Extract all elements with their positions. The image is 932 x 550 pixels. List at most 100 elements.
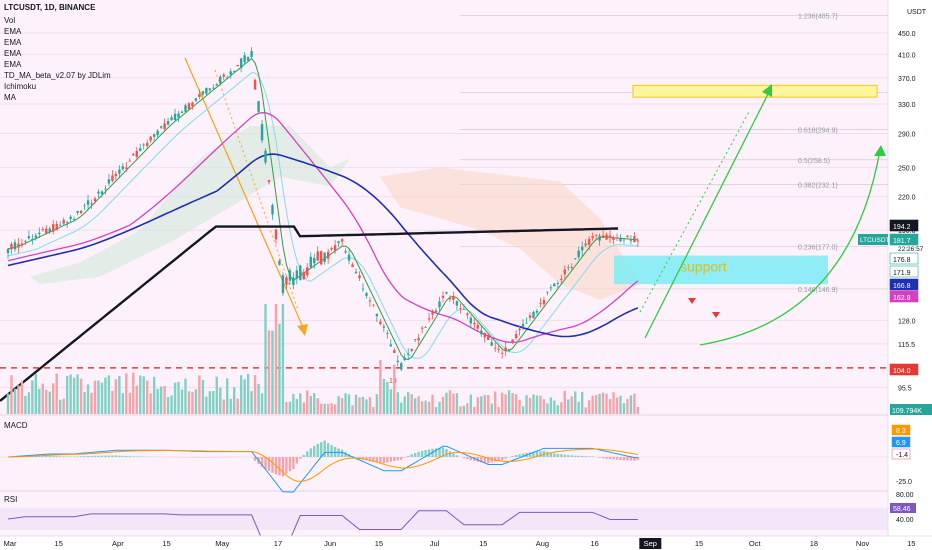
volume-bar bbox=[417, 396, 420, 414]
macd-histogram-bar bbox=[546, 451, 549, 457]
macd-histogram-bar bbox=[375, 457, 379, 463]
candle-body bbox=[31, 238, 34, 241]
volume-bar bbox=[407, 392, 410, 414]
indicator-label[interactable]: Ichimoku bbox=[4, 82, 37, 91]
candle-body bbox=[504, 347, 507, 351]
indicator-label[interactable]: EMA bbox=[4, 27, 22, 36]
volume-bar bbox=[389, 389, 392, 414]
macd-histogram-bar bbox=[605, 457, 608, 459]
macd-histogram-bar bbox=[483, 457, 486, 463]
candle-body bbox=[400, 363, 403, 370]
candle-body bbox=[546, 291, 549, 293]
candle-body bbox=[434, 310, 438, 313]
macd-histogram-bar bbox=[500, 457, 504, 461]
time-axis-tick: Nov bbox=[856, 539, 870, 548]
macd-histogram-bar bbox=[615, 457, 619, 460]
candle-body bbox=[243, 55, 246, 63]
macd-histogram-bar bbox=[330, 445, 333, 457]
candle-body bbox=[563, 269, 566, 275]
macd-histogram-bar bbox=[368, 457, 372, 462]
macd-signal-line bbox=[8, 448, 638, 482]
candle-body bbox=[633, 236, 636, 243]
volume-bar bbox=[38, 388, 41, 414]
macd-histogram-bar bbox=[320, 442, 323, 457]
indicator-label[interactable]: Vol bbox=[4, 16, 16, 25]
candle-body bbox=[570, 267, 573, 268]
ichimoku-cloud-green bbox=[30, 125, 350, 285]
candle-body bbox=[361, 288, 365, 290]
volume-bar bbox=[6, 393, 10, 414]
volume-bar bbox=[382, 378, 386, 414]
macd-histogram-bar bbox=[532, 451, 535, 457]
macd-histogram-bar bbox=[598, 457, 601, 458]
volume-bar bbox=[184, 378, 187, 414]
indicator-label[interactable]: EMA bbox=[4, 49, 22, 58]
indicator-label[interactable]: EMA bbox=[4, 38, 22, 47]
candle-body bbox=[302, 271, 305, 280]
candle-body bbox=[69, 216, 72, 219]
candle-body bbox=[59, 224, 62, 226]
volume-bar bbox=[636, 407, 640, 414]
macd-histogram-bar bbox=[417, 451, 420, 457]
fib-level-label: 0.236(177.0) bbox=[798, 244, 838, 251]
macd-histogram-bar bbox=[132, 456, 135, 457]
candle-body bbox=[253, 79, 257, 90]
candle-body bbox=[260, 124, 264, 141]
volume-bar bbox=[494, 391, 497, 414]
candle-body bbox=[448, 298, 452, 300]
macd-histogram-bar bbox=[372, 457, 375, 462]
macd-histogram-bar bbox=[612, 457, 615, 460]
macd-histogram-bar bbox=[38, 455, 41, 457]
indicator-label[interactable]: EMA bbox=[4, 60, 22, 69]
volume-bar bbox=[149, 393, 152, 414]
candle-body bbox=[389, 344, 392, 347]
time-axis-tick: Apr bbox=[112, 539, 124, 548]
price-badge bbox=[889, 290, 919, 303]
volume-bar bbox=[65, 375, 69, 414]
volume-bar bbox=[476, 397, 479, 414]
macd-histogram-bar bbox=[462, 457, 466, 459]
volume-bar bbox=[386, 381, 389, 414]
candle-body bbox=[104, 188, 107, 190]
volume-bar bbox=[556, 405, 560, 414]
candle-body bbox=[420, 327, 424, 329]
candle-body bbox=[152, 134, 156, 137]
time-axis-tick: 15 bbox=[695, 539, 703, 548]
candle-body bbox=[309, 256, 312, 268]
target-zone bbox=[632, 84, 878, 98]
candle-body bbox=[201, 91, 205, 95]
green-arrow-head-2 bbox=[874, 145, 886, 156]
price-badge bbox=[889, 219, 919, 232]
volume-bar bbox=[299, 393, 302, 414]
volume-bar bbox=[250, 391, 253, 414]
macd-histogram-bar bbox=[41, 455, 44, 457]
candle-body bbox=[17, 243, 20, 248]
volume-bar bbox=[264, 304, 267, 414]
macd-histogram-bar bbox=[494, 457, 497, 462]
candle-body bbox=[497, 348, 500, 350]
ema-line-blue bbox=[7, 153, 639, 338]
volume-bar bbox=[170, 395, 173, 414]
candle-body bbox=[281, 275, 285, 294]
candle-body bbox=[233, 71, 236, 73]
candle-body bbox=[135, 150, 138, 158]
volume-bar bbox=[191, 391, 194, 414]
candle-body bbox=[514, 334, 518, 339]
volume-bar bbox=[514, 394, 518, 414]
candle-body bbox=[619, 238, 622, 242]
volume-bar bbox=[83, 392, 86, 414]
indicator-label[interactable]: MA bbox=[4, 93, 16, 102]
macd-value-badge bbox=[891, 436, 911, 448]
candle-body bbox=[257, 101, 260, 112]
time-axis-tick: Jul bbox=[430, 539, 440, 548]
time-axis-tick: 15 bbox=[375, 539, 383, 548]
volume-bar bbox=[166, 397, 170, 414]
candle-body bbox=[629, 240, 633, 242]
symbol-badge-label: LTCUSDT bbox=[860, 237, 890, 244]
price-badge bbox=[889, 265, 919, 278]
indicator-label[interactable]: TD_MA_beta_v2.07 by JDLim bbox=[4, 71, 111, 80]
price-badge bbox=[889, 233, 919, 246]
candle-body bbox=[107, 179, 111, 184]
volume-bar bbox=[466, 403, 469, 414]
